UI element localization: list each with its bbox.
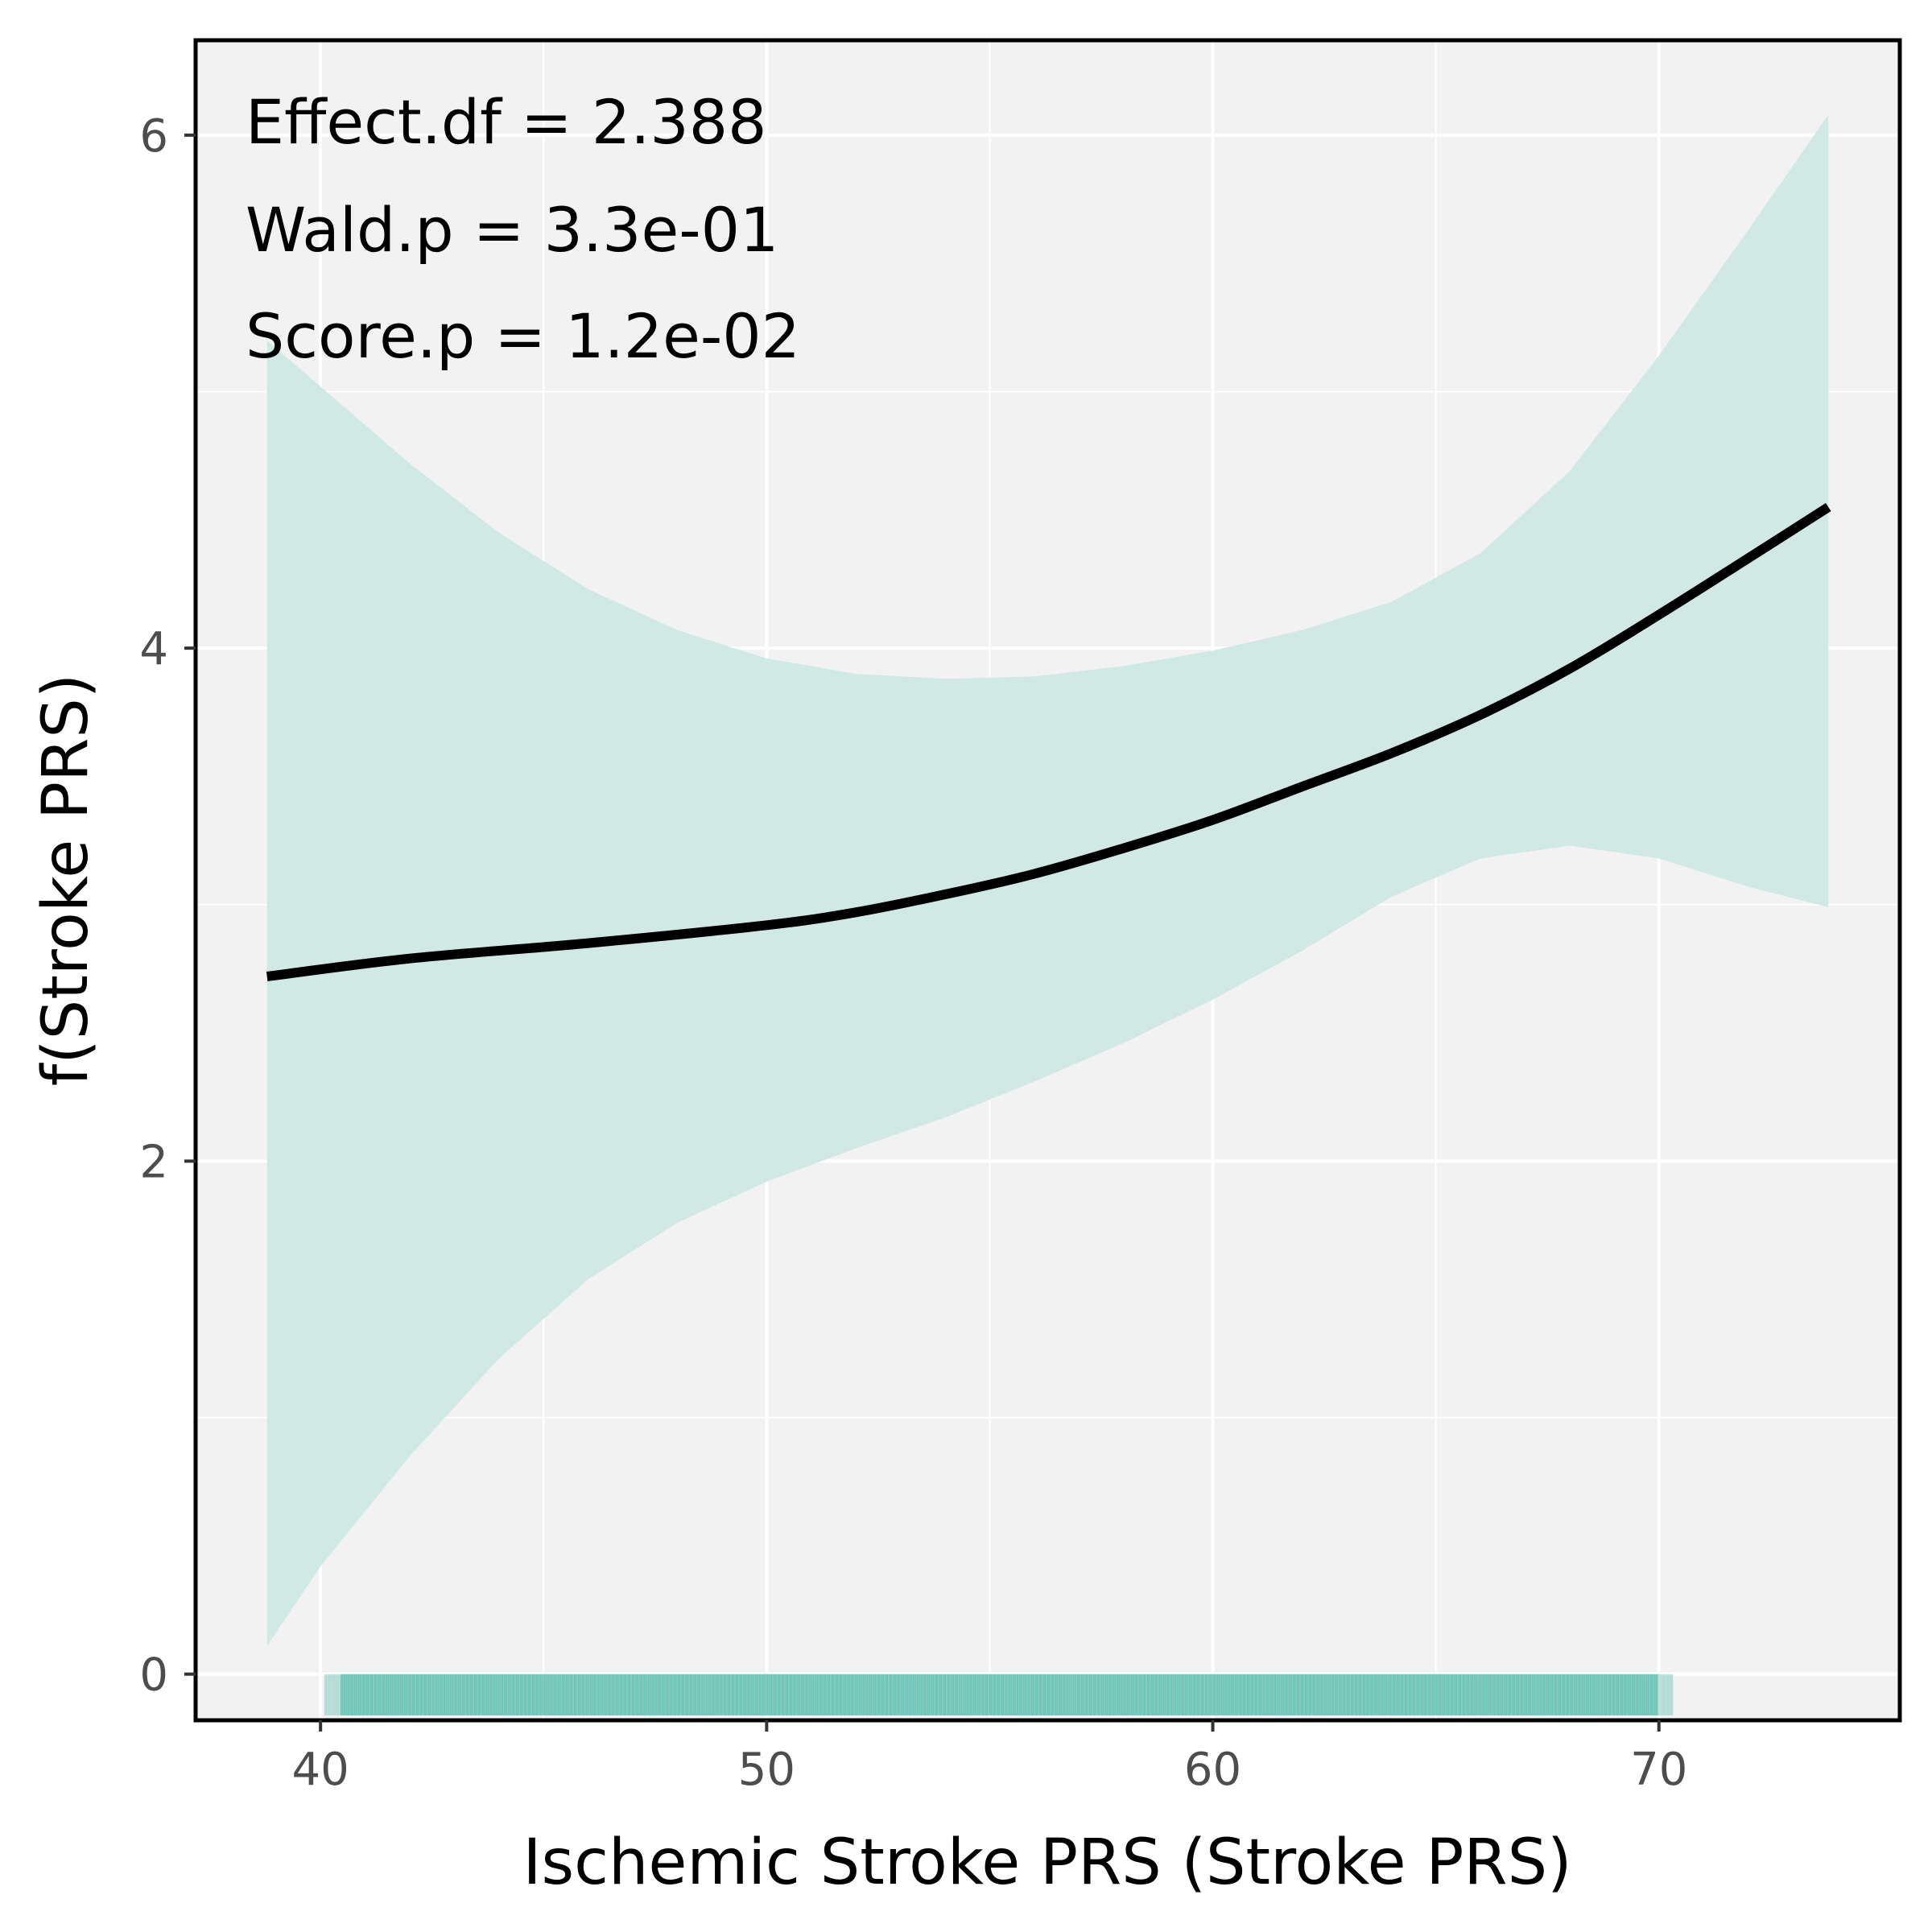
smooth-curve-line: [266, 502, 1831, 981]
y-axis-title: f(Stroke PRS): [30, 674, 102, 1086]
x-axis-title: Ischemic Stroke PRS (Stroke PRS): [522, 1827, 1571, 1899]
x-tick-label: 70: [1630, 1744, 1687, 1796]
y-tick-label: 4: [139, 623, 168, 675]
x-tick-label: 50: [738, 1744, 795, 1796]
x-axis-ticks: 40 50 60 70: [292, 1720, 1687, 1796]
panel-border: [193, 38, 1902, 1723]
confidence-band: [266, 114, 1829, 1646]
x-tick-label: 40: [292, 1744, 349, 1796]
x-tick-label: 60: [1184, 1744, 1241, 1796]
y-axis-ticks: 0 2 4 6: [139, 110, 196, 1702]
rug-marks: [324, 1674, 1674, 1715]
y-tick-label: 0: [139, 1649, 168, 1702]
annotation-score-p: Score.p = 1.2e-02: [246, 300, 800, 372]
annotation-effect-df: Effect.df = 2.388: [246, 86, 766, 158]
y-tick-label: 2: [139, 1136, 168, 1188]
annotation-wald-p: Wald.p = 3.3e-01: [246, 194, 778, 266]
y-tick-label: 6: [139, 110, 168, 163]
